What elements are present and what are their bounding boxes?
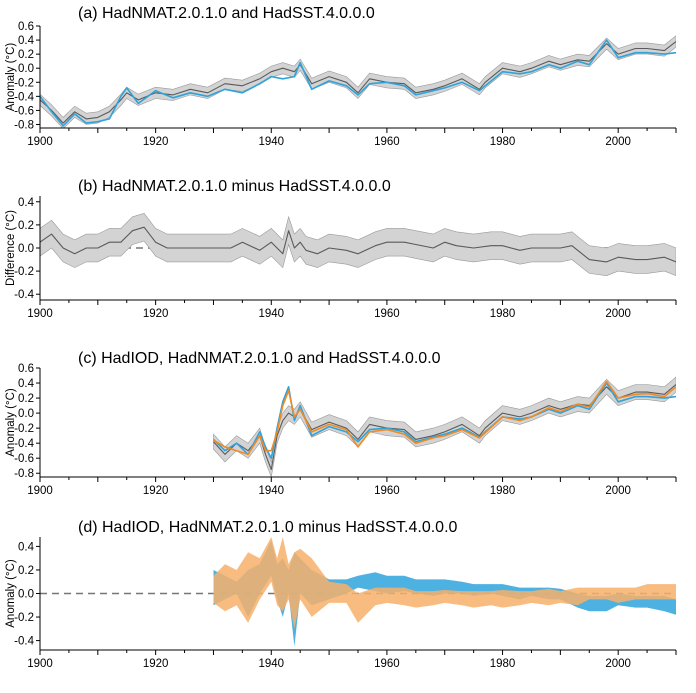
y-tick-label: -0.8 (14, 119, 34, 131)
y-tick-label: 0.2 (18, 565, 34, 577)
y-tick-label: -0.4 (14, 636, 34, 648)
series-line-2 (213, 380, 676, 456)
plot-area (40, 537, 676, 647)
panel-a: 0.6 0.4 0.2 0.0 -0.2 -0.4 -0.6 -0.8 1900 1920 1940… (5, 5, 677, 148)
y-tick-label: -0.2 (14, 612, 34, 624)
x-tick-label: 1960 (374, 485, 400, 497)
y-tick-label: 0.4 (18, 35, 35, 47)
y-tick-label: -0.4 (14, 438, 34, 450)
y-tick-label: -0.2 (14, 77, 34, 89)
series-uncertainty-band-0 (213, 376, 676, 477)
x-tick-label: 1960 (374, 136, 400, 148)
y-tick-label: 0.0 (18, 408, 34, 420)
x-tick-label: 1940 (258, 136, 284, 148)
y-tick-label: -0.4 (14, 289, 34, 301)
series-line-0 (40, 41, 676, 124)
x-tick-label: 1920 (143, 485, 169, 497)
y-tick-label: -0.2 (14, 266, 34, 278)
x-tick-label: 1940 (258, 658, 284, 670)
y-tick-label: 0.2 (18, 393, 34, 405)
x-tick-label: 1960 (374, 658, 400, 670)
y-tick-label: -0.4 (14, 91, 34, 103)
x-tick-label: 2000 (605, 658, 631, 670)
y-tick-label: 0.4 (18, 197, 35, 209)
y-tick-label: -0.2 (14, 423, 34, 435)
y-axis-label: Anomaly (°C) (5, 43, 17, 112)
y-tick-label: 0.4 (18, 541, 35, 553)
y-axis-label: Difference (°C) (5, 210, 17, 286)
x-tick-label: 1980 (490, 485, 516, 497)
x-tick-label: 1920 (143, 136, 169, 148)
y-tick-label: 0.0 (18, 243, 34, 255)
plot-area (212, 376, 676, 477)
y-axis-label: Anomaly (°C) (5, 388, 17, 457)
y-tick-label: -0.6 (14, 105, 34, 117)
y-tick-label: 0.4 (18, 378, 35, 390)
panel-d: 0.4 0.2 0.0 -0.2 -0.4 1900 1920 1940 1960 1980 200… (5, 519, 677, 670)
series-line-0 (40, 226, 676, 263)
series-band-1 (213, 537, 676, 629)
x-tick-label: 1900 (27, 485, 53, 497)
y-tick-label: 0.0 (18, 63, 34, 75)
plot-area (40, 212, 676, 277)
y-tick-label: 0.0 (18, 589, 34, 601)
x-tick-label: 2000 (605, 485, 631, 497)
x-tick-label: 1940 (258, 485, 284, 497)
x-tick-label: 1980 (490, 136, 516, 148)
panel-c: 0.6 0.4 0.2 0.0 -0.2 -0.4 -0.6 -0.8 1900 1920 1940… (5, 350, 677, 497)
x-tick-label: 1980 (490, 308, 516, 320)
panel-title: (a) HadNMAT.2.0.1.0 and HadSST.4.0.0.0 (78, 5, 375, 22)
series-uncertainty-band-0 (40, 212, 676, 277)
x-tick-label: 2000 (605, 308, 631, 320)
x-tick-label: 1940 (258, 308, 284, 320)
y-tick-label: 0.2 (18, 49, 34, 61)
x-tick-label: 2000 (605, 136, 631, 148)
x-tick-label: 1900 (27, 308, 53, 320)
y-tick-label: 0.6 (18, 363, 34, 375)
series-line-0 (213, 384, 676, 471)
x-tick-label: 1980 (490, 658, 516, 670)
panel-b: 0.4 0.2 0.0 -0.2 -0.4 1900 1920 1940 1960 1980 200… (5, 178, 677, 320)
x-tick-label: 1900 (27, 136, 53, 148)
x-tick-label: 1920 (143, 308, 169, 320)
series-line-1 (212, 382, 676, 460)
y-tick-label: -0.6 (14, 453, 34, 465)
x-tick-label: 1900 (27, 658, 53, 670)
panel-title: (d) HadIOD, HadNMAT.2.0.1.0 minus HadSST… (78, 519, 458, 536)
panel-title: (b) HadNMAT.2.0.1.0 minus HadSST.4.0.0.0 (78, 178, 391, 195)
series-line-1 (40, 39, 676, 127)
plot-area (40, 35, 676, 128)
x-tick-label: 1960 (374, 308, 400, 320)
series-uncertainty-band-0 (40, 35, 676, 128)
x-tick-label: 1920 (143, 658, 169, 670)
y-tick-label: -0.8 (14, 468, 34, 480)
y-tick-label: 0.6 (18, 21, 34, 33)
y-axis-label: Anomaly (°C) (5, 559, 17, 628)
y-tick-label: 0.2 (18, 220, 34, 232)
panel-title: (c) HadIOD, HadNMAT.2.0.1.0 and HadSST.4… (78, 350, 441, 367)
